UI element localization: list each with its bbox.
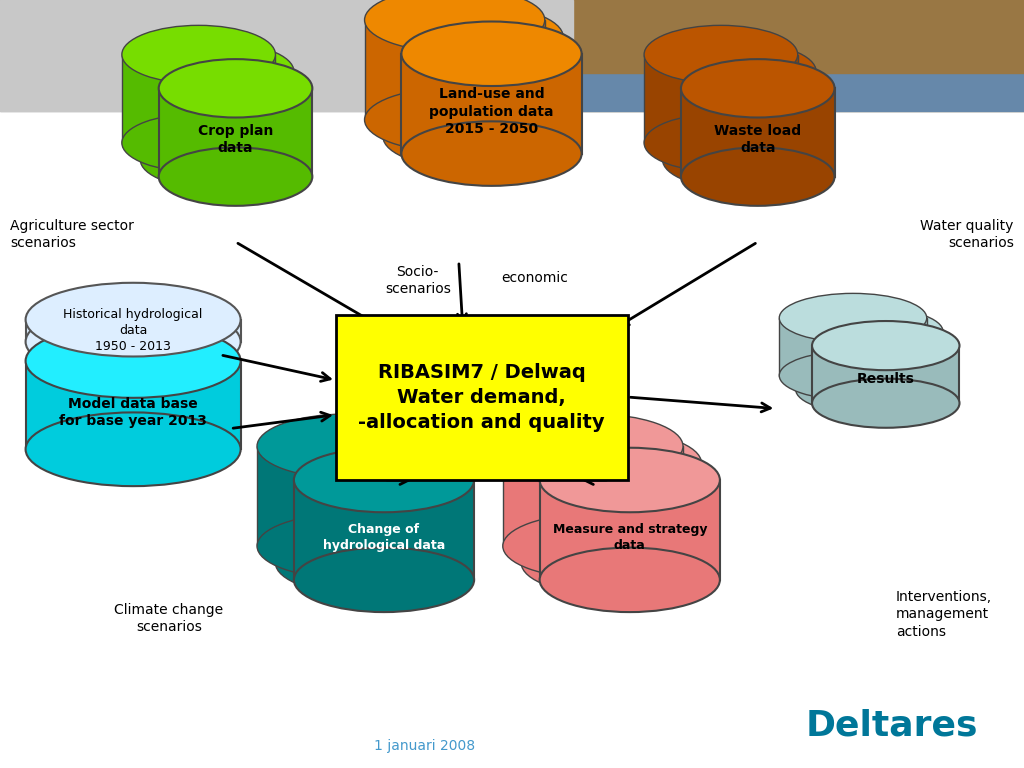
Ellipse shape bbox=[383, 5, 563, 69]
Ellipse shape bbox=[521, 431, 701, 495]
Text: Results: Results bbox=[857, 372, 914, 386]
Polygon shape bbox=[812, 346, 959, 403]
Polygon shape bbox=[383, 37, 563, 137]
Polygon shape bbox=[140, 71, 294, 160]
Text: 1 januari 2008: 1 januari 2008 bbox=[375, 740, 475, 753]
Ellipse shape bbox=[294, 448, 474, 512]
Ellipse shape bbox=[275, 431, 456, 495]
Polygon shape bbox=[294, 480, 474, 580]
Polygon shape bbox=[26, 361, 241, 449]
Ellipse shape bbox=[401, 22, 582, 86]
Polygon shape bbox=[159, 88, 312, 177]
Text: Agriculture sector
scenarios: Agriculture sector scenarios bbox=[10, 219, 134, 250]
Text: Historical hydrological
data
1950 - 2013: Historical hydrological data 1950 - 2013 bbox=[63, 308, 203, 353]
Ellipse shape bbox=[122, 25, 275, 84]
Polygon shape bbox=[275, 463, 456, 563]
Polygon shape bbox=[122, 55, 275, 143]
Ellipse shape bbox=[681, 59, 835, 118]
Text: Model data base
for base year 2013: Model data base for base year 2013 bbox=[59, 396, 207, 428]
Polygon shape bbox=[663, 71, 816, 160]
Ellipse shape bbox=[140, 42, 294, 101]
FancyBboxPatch shape bbox=[336, 315, 628, 480]
Text: Interventions,
management
actions: Interventions, management actions bbox=[896, 590, 992, 639]
Bar bbox=[573, 0, 1024, 111]
Ellipse shape bbox=[26, 283, 241, 356]
Ellipse shape bbox=[140, 131, 294, 189]
Ellipse shape bbox=[663, 42, 816, 101]
Bar bbox=[0, 0, 573, 111]
Polygon shape bbox=[26, 319, 241, 342]
Polygon shape bbox=[503, 446, 683, 546]
Ellipse shape bbox=[540, 548, 720, 612]
Bar bbox=[573, 73, 1024, 111]
Ellipse shape bbox=[779, 293, 927, 343]
Ellipse shape bbox=[779, 351, 927, 400]
Ellipse shape bbox=[503, 514, 683, 578]
Ellipse shape bbox=[275, 531, 456, 595]
Bar bbox=[573, 0, 1024, 73]
Text: Change of
hydrological data: Change of hydrological data bbox=[323, 524, 445, 552]
Ellipse shape bbox=[812, 321, 959, 370]
Text: Land-use and
population data
2015 - 2050: Land-use and population data 2015 - 2050 bbox=[429, 88, 554, 136]
Polygon shape bbox=[681, 88, 835, 177]
Ellipse shape bbox=[257, 514, 437, 578]
Ellipse shape bbox=[812, 379, 959, 428]
Ellipse shape bbox=[540, 448, 720, 512]
Ellipse shape bbox=[503, 414, 683, 478]
Text: economic: economic bbox=[501, 271, 568, 285]
Text: Waste load
data: Waste load data bbox=[714, 124, 802, 155]
Ellipse shape bbox=[681, 147, 835, 206]
Ellipse shape bbox=[159, 59, 312, 118]
Ellipse shape bbox=[644, 25, 798, 84]
Ellipse shape bbox=[294, 548, 474, 612]
Ellipse shape bbox=[796, 307, 943, 356]
Ellipse shape bbox=[663, 131, 816, 189]
Ellipse shape bbox=[644, 114, 798, 172]
Polygon shape bbox=[779, 318, 927, 376]
Ellipse shape bbox=[26, 305, 241, 379]
Text: Water quality
scenarios: Water quality scenarios bbox=[921, 219, 1014, 250]
Polygon shape bbox=[521, 463, 701, 563]
Ellipse shape bbox=[796, 365, 943, 414]
Polygon shape bbox=[401, 54, 582, 154]
Text: Crop plan
data: Crop plan data bbox=[198, 124, 273, 155]
Text: Measure and strategy
data: Measure and strategy data bbox=[553, 524, 707, 552]
Ellipse shape bbox=[521, 531, 701, 595]
Polygon shape bbox=[644, 55, 798, 143]
Ellipse shape bbox=[159, 147, 312, 206]
Ellipse shape bbox=[365, 0, 545, 52]
Ellipse shape bbox=[383, 104, 563, 169]
Text: Climate change
scenarios: Climate change scenarios bbox=[115, 603, 223, 634]
Polygon shape bbox=[365, 20, 545, 120]
Ellipse shape bbox=[26, 412, 241, 486]
Ellipse shape bbox=[401, 121, 582, 186]
Polygon shape bbox=[796, 332, 943, 389]
Text: Deltares: Deltares bbox=[806, 709, 978, 743]
Ellipse shape bbox=[257, 414, 437, 478]
Polygon shape bbox=[540, 480, 720, 580]
Ellipse shape bbox=[365, 88, 545, 152]
Text: RIBASIM7 / Delwaq
Water demand,
-allocation and quality: RIBASIM7 / Delwaq Water demand, -allocat… bbox=[358, 363, 605, 432]
Polygon shape bbox=[257, 446, 437, 546]
Bar bbox=[0, 0, 573, 111]
Ellipse shape bbox=[122, 114, 275, 172]
Ellipse shape bbox=[26, 324, 241, 398]
Text: Socio-
scenarios: Socio- scenarios bbox=[385, 265, 451, 296]
